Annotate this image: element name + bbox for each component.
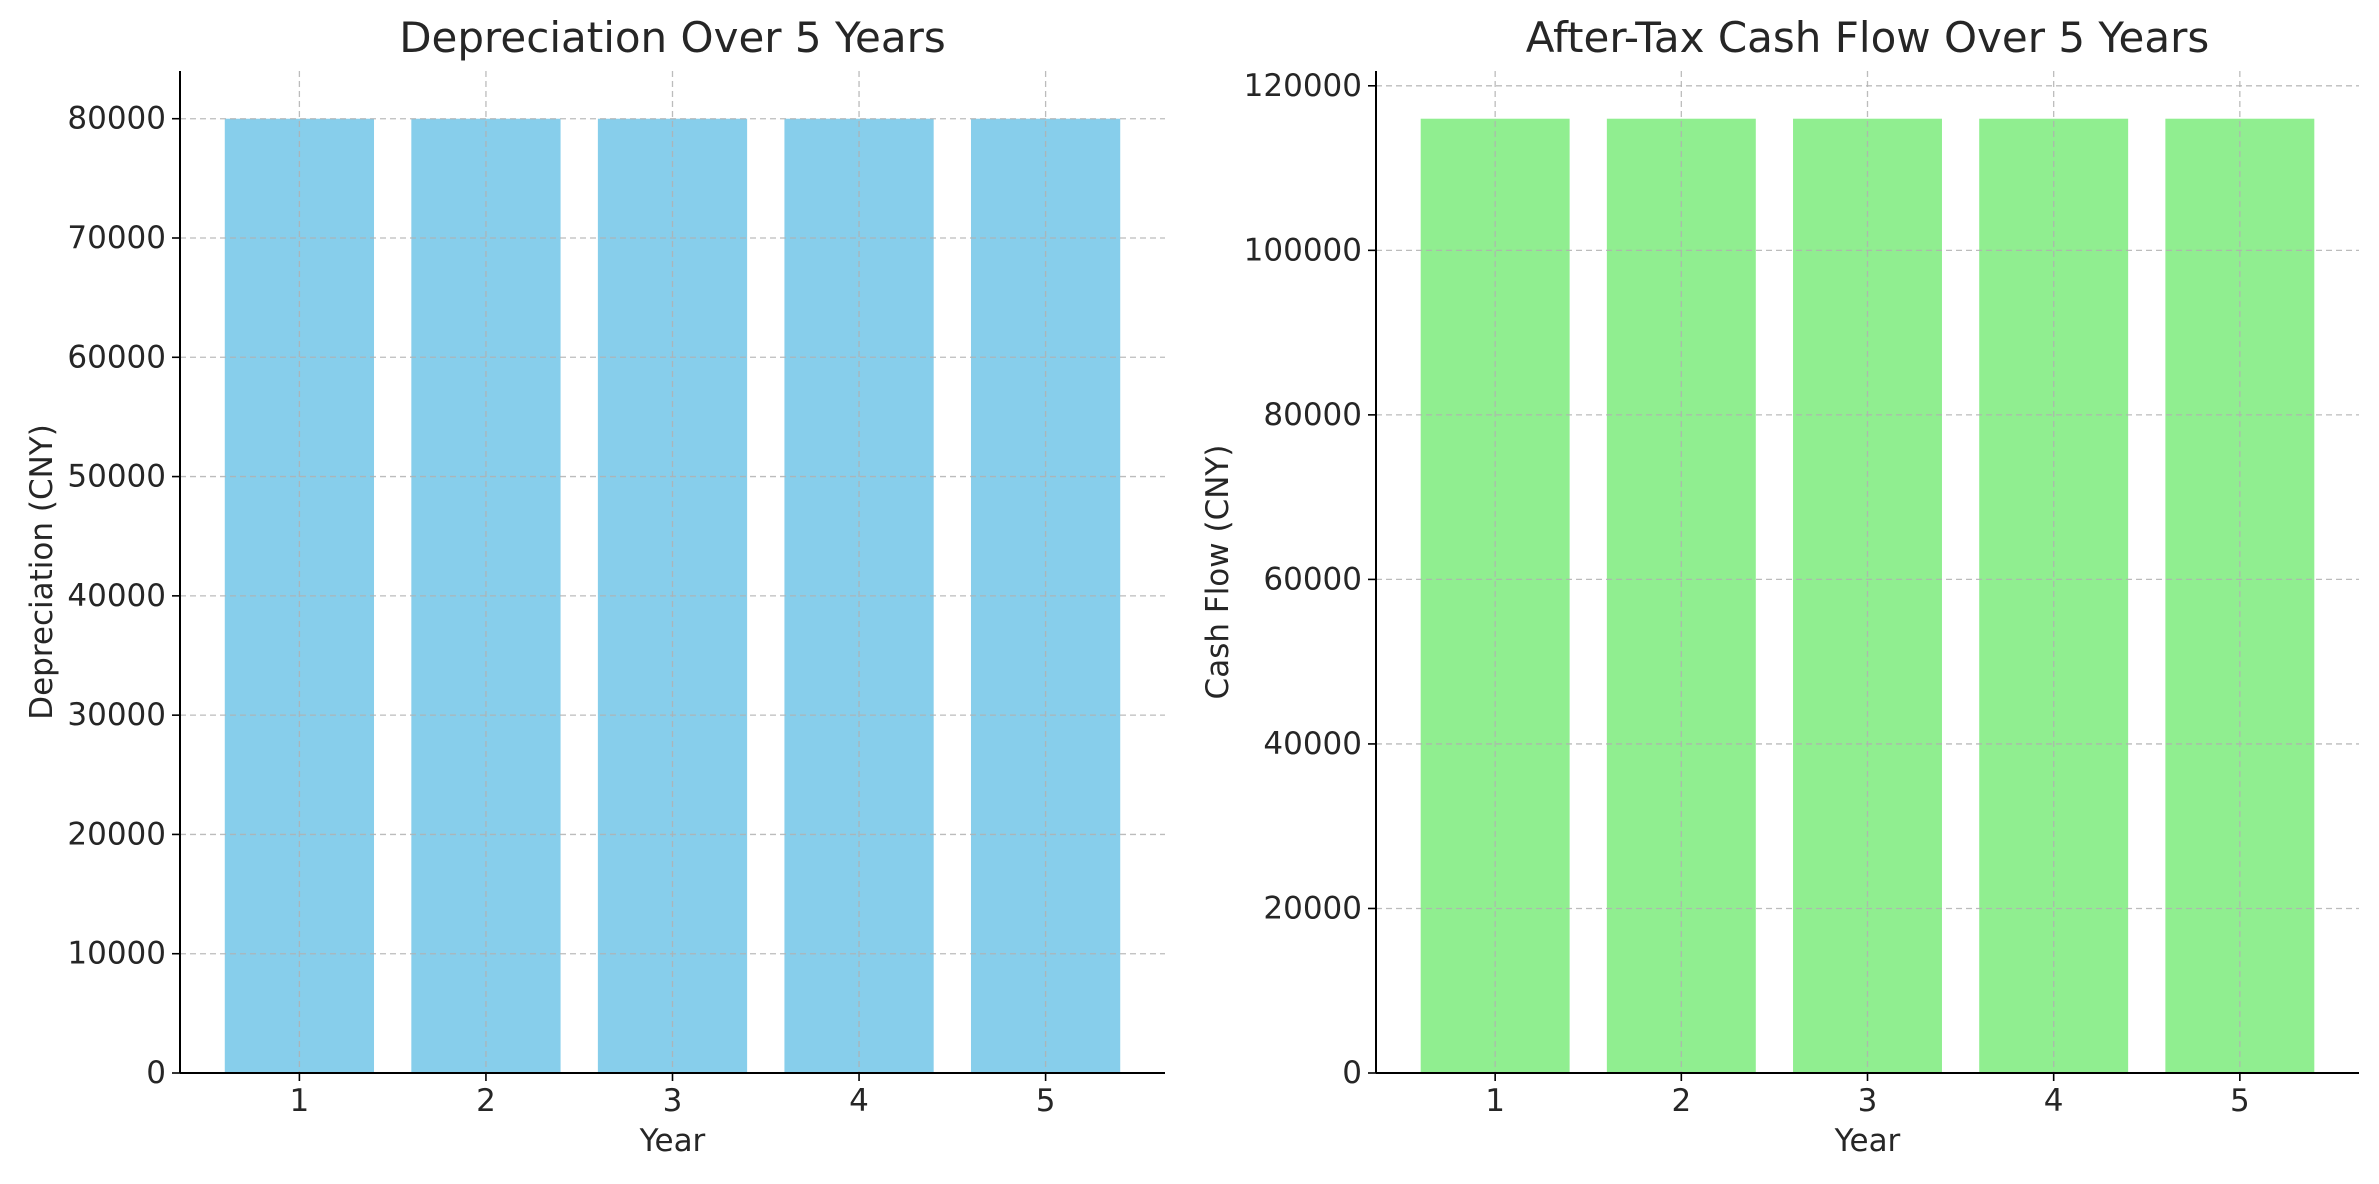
cash-flow-y-axis-label: Cash Flow (CNY): [1200, 445, 1236, 700]
depreciation-y-tick-label: 10000: [67, 936, 166, 972]
depreciation-x-tick-label: 2: [476, 1083, 496, 1119]
depreciation-x-axis-label: Year: [639, 1123, 706, 1159]
cash-flow-y-tick-label: 60000: [1263, 561, 1362, 597]
cash-flow-y-tick-label: 80000: [1263, 397, 1362, 433]
depreciation-chart: 0 10000 20000 30000 40000 50000 60000 70000 8000…: [24, 13, 1165, 1159]
depreciation-x-tick-label: 1: [290, 1083, 310, 1119]
depreciation-y-tick-label: 80000: [67, 101, 166, 137]
cash-flow-x-tick-label: 2: [1671, 1083, 1691, 1119]
cash-flow-chart: 0 20000 40000 60000 80000 100000 120000 1 2 3 4 5 Af…: [1200, 13, 2359, 1159]
cash-flow-y-tick-label: 0: [1342, 1055, 1362, 1091]
cash-flow-chart-title: After-Tax Cash Flow Over 5 Years: [1526, 13, 2210, 62]
depreciation-y-tick-label: 50000: [67, 459, 166, 495]
depreciation-x-tick-label: 5: [1036, 1083, 1056, 1119]
cash-flow-x-tick-label: 1: [1485, 1083, 1505, 1119]
depreciation-y-tick-label: 0: [146, 1055, 166, 1091]
cash-flow-y-tick-label: 40000: [1263, 726, 1362, 762]
cash-flow-y-tick-label: 100000: [1244, 232, 1362, 268]
cash-flow-x-axis-label: Year: [1834, 1123, 1901, 1159]
cash-flow-y-tick-label: 120000: [1244, 68, 1362, 104]
depreciation-x-tick-label: 4: [849, 1083, 869, 1119]
depreciation-chart-title: Depreciation Over 5 Years: [399, 13, 946, 62]
cash-flow-y-tick-label: 20000: [1263, 890, 1362, 926]
depreciation-y-tick-label: 40000: [67, 578, 166, 614]
cash-flow-x-tick-label: 5: [2230, 1083, 2250, 1119]
depreciation-y-tick-label: 20000: [67, 816, 166, 852]
depreciation-y-tick-label: 30000: [67, 697, 166, 733]
depreciation-y-tick-label: 70000: [67, 220, 166, 256]
cash-flow-x-tick-label: 4: [2044, 1083, 2064, 1119]
depreciation-y-tick-label: 60000: [67, 339, 166, 375]
depreciation-y-axis-label: Depreciation (CNY): [24, 424, 60, 720]
cash-flow-x-tick-label: 3: [1858, 1083, 1878, 1119]
depreciation-x-tick-label: 3: [663, 1083, 683, 1119]
